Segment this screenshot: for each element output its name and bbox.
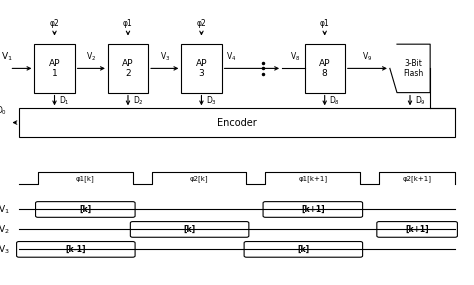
FancyBboxPatch shape <box>19 108 455 137</box>
FancyBboxPatch shape <box>17 242 135 257</box>
FancyBboxPatch shape <box>181 44 221 93</box>
Text: V$_3$: V$_3$ <box>0 243 9 256</box>
Text: φ1[k+1]: φ1[k+1] <box>298 175 328 182</box>
Text: φ2: φ2 <box>50 19 59 29</box>
Text: V$_1$: V$_1$ <box>1 50 13 63</box>
Text: φ2: φ2 <box>197 19 206 29</box>
Text: [k+1]: [k+1] <box>405 225 429 234</box>
Text: AP
1: AP 1 <box>49 59 60 78</box>
Text: [k]: [k] <box>183 225 196 234</box>
Text: V$_3$: V$_3$ <box>160 50 170 63</box>
Text: 3-Bit
Flash: 3-Bit Flash <box>403 59 424 78</box>
Text: V$_4$: V$_4$ <box>226 50 236 63</box>
Text: φ2[k+1]: φ2[k+1] <box>402 175 432 182</box>
Text: AP
3: AP 3 <box>196 59 207 78</box>
Text: D$_0$: D$_0$ <box>0 104 7 117</box>
Text: [k]: [k] <box>297 245 310 254</box>
Text: D$_2$: D$_2$ <box>133 94 144 107</box>
Text: AP
8: AP 8 <box>319 59 330 78</box>
Text: V$_2$: V$_2$ <box>86 50 96 63</box>
Text: V$_1$: V$_1$ <box>0 203 9 216</box>
FancyBboxPatch shape <box>377 222 457 237</box>
Text: [k]: [k] <box>79 205 91 214</box>
Text: Encoder: Encoder <box>217 117 257 128</box>
Text: V$_2$: V$_2$ <box>0 223 9 236</box>
FancyBboxPatch shape <box>108 44 148 93</box>
FancyBboxPatch shape <box>304 44 345 93</box>
Text: D$_3$: D$_3$ <box>206 94 217 107</box>
FancyBboxPatch shape <box>244 242 363 257</box>
FancyBboxPatch shape <box>130 222 249 237</box>
Text: D$_9$: D$_9$ <box>415 94 426 107</box>
Text: V$_9$: V$_9$ <box>362 50 373 63</box>
Text: AP
2: AP 2 <box>122 59 134 78</box>
Text: [k-1]: [k-1] <box>65 245 86 254</box>
Text: φ1: φ1 <box>123 19 133 29</box>
Text: D$_8$: D$_8$ <box>329 94 340 107</box>
Text: D$_1$: D$_1$ <box>59 94 70 107</box>
FancyBboxPatch shape <box>34 44 75 93</box>
Text: φ1: φ1 <box>320 19 329 29</box>
FancyBboxPatch shape <box>36 202 135 217</box>
FancyBboxPatch shape <box>263 202 363 217</box>
Text: φ1[k]: φ1[k] <box>76 175 95 182</box>
Text: [k+1]: [k+1] <box>301 205 325 214</box>
Text: φ2[k]: φ2[k] <box>190 175 209 182</box>
Text: V$_8$: V$_8$ <box>290 50 300 63</box>
